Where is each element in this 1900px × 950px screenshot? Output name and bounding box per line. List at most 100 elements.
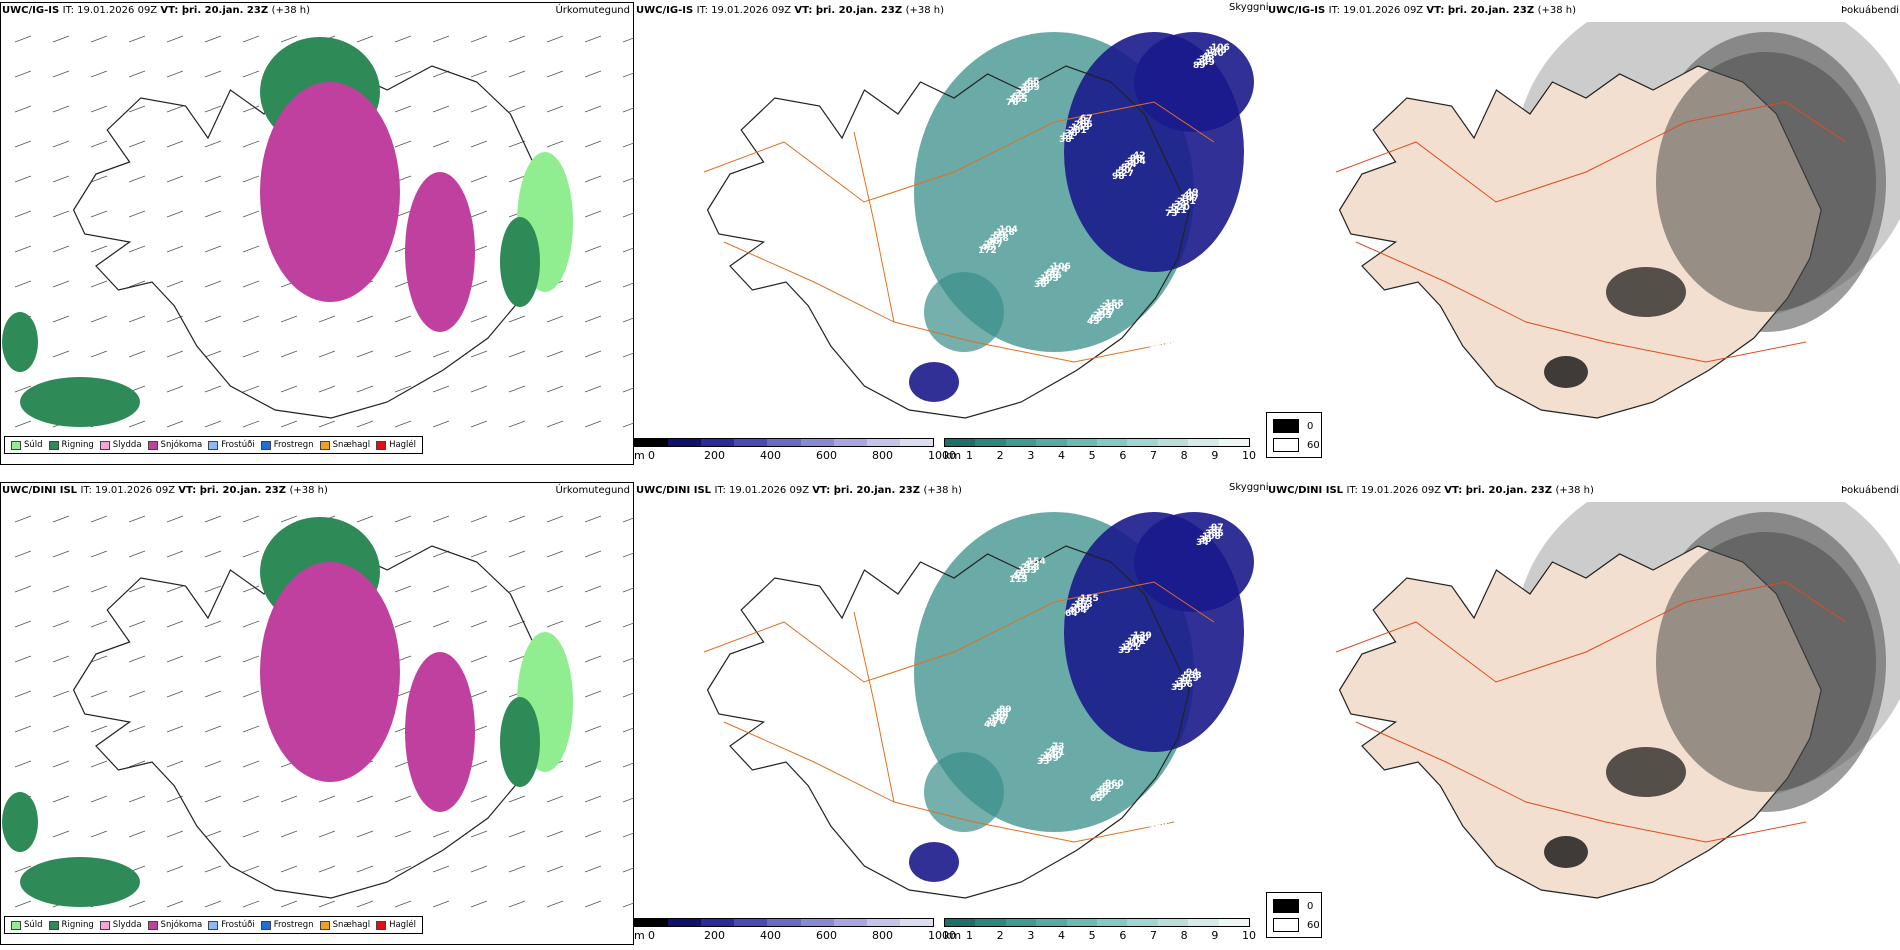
colorbar-cell — [1005, 919, 1037, 926]
fog-index-legend: 0 60 — [1266, 892, 1322, 938]
legend-label: Slydda — [112, 920, 142, 930]
colorbar-cell — [635, 439, 669, 446]
legend-swatch — [99, 440, 110, 450]
panel-header: UWC/IG-IS IT: 19.01.2026 09Z VT: þri. 20… — [2, 5, 634, 16]
wind-barb — [584, 620, 602, 628]
vt-value: þri. 20.jan. 23Z — [181, 5, 272, 16]
rain-area — [20, 857, 140, 907]
it-label: IT: — [714, 485, 730, 496]
wind-barb — [584, 35, 602, 43]
colorbar-cell — [800, 439, 834, 446]
wind-barb — [204, 245, 222, 253]
wind-barb — [14, 245, 32, 253]
wind-barb — [584, 315, 602, 323]
wind-barb — [394, 900, 412, 908]
visibility-value: 34 — [1124, 160, 1137, 170]
wind-barb — [584, 655, 602, 663]
forecast-row: UWC/DINI ISL IT: 19.01.2026 09Z VT: þri.… — [0, 480, 1900, 950]
wind-barb — [508, 900, 526, 908]
wind-barb — [546, 350, 564, 358]
wind-barb — [356, 795, 374, 803]
colorbar-cell — [767, 919, 801, 926]
fog-index-legend: 0 60 — [1266, 412, 1322, 458]
visibility-value: 391 — [1146, 828, 1165, 838]
colorbar-cell — [975, 919, 1006, 926]
vt-label: VT: — [160, 5, 182, 16]
visibility-value: 94 — [1186, 668, 1199, 678]
wind-barb — [508, 385, 526, 393]
visibility-value: 49 — [1093, 791, 1106, 801]
wind-barb — [204, 690, 222, 698]
wind-barb — [394, 620, 412, 628]
wind-barb — [622, 142, 634, 148]
panel-header: UWC/IG-IS IT: 19.01.2026 09Z VT: þri. 20… — [1268, 5, 1900, 16]
road — [853, 131, 895, 323]
wind-barb — [432, 620, 450, 628]
visibility-value: 61 — [1015, 569, 1028, 579]
visibility-tick: 9 — [1211, 929, 1219, 942]
visibility-value: 217 — [984, 240, 1003, 250]
visibility-value: 172 — [978, 246, 997, 256]
wind-barb — [90, 70, 108, 78]
panel-title: Þokuábendi — [1841, 485, 1900, 496]
wind-barb — [584, 420, 602, 428]
wind-barb — [242, 175, 260, 183]
wind-barb — [52, 350, 70, 358]
wind-barb — [90, 725, 108, 733]
visibility-value: 259 — [1071, 603, 1090, 613]
visibility-tick: 10 — [1242, 929, 1256, 942]
road — [1335, 101, 1847, 203]
visibility-value: 211 — [1168, 206, 1187, 216]
it-value: 19.01.2026 09Z — [1343, 5, 1427, 16]
colorbar-cell — [1218, 919, 1250, 926]
visibility-tick: 3 — [1027, 929, 1035, 942]
visibility-tick: 4 — [1058, 449, 1065, 462]
visibility-tick: 10 — [1242, 449, 1256, 462]
wind-barb — [242, 105, 260, 113]
elevation-tick: 1000 — [928, 449, 956, 462]
wind-barb — [52, 620, 70, 628]
wind-barb — [508, 35, 526, 43]
wind-barb — [508, 175, 526, 183]
legend-label: Rigning — [61, 440, 94, 450]
visibility-value: 107 — [1096, 308, 1115, 318]
visibility-value: 38 — [1059, 135, 1072, 145]
wind-barb — [90, 175, 108, 183]
elevation-tick: 600 — [816, 449, 837, 462]
wind-barb — [280, 350, 298, 358]
wind-barb — [280, 35, 298, 43]
wind-barb — [622, 282, 634, 288]
wind-barb — [394, 795, 412, 803]
low-visibility-teal — [924, 272, 1004, 352]
wind-barb — [432, 585, 450, 593]
wind-barb — [280, 385, 298, 393]
wind-barb — [166, 585, 184, 593]
vt-label: VT: — [1444, 485, 1466, 496]
visibility-map — [703, 512, 1254, 899]
vt-value: þri. 20.jan. 23Z — [833, 485, 924, 496]
visibility-tick: 5 — [1088, 449, 1096, 462]
visibility-tick: 7 — [1150, 449, 1157, 462]
panel-frame — [0, 2, 634, 465]
colorbar-cell — [1066, 439, 1098, 446]
wind-barb — [204, 550, 222, 558]
colorbar-cell — [701, 919, 735, 926]
legend-label: Frostregn — [273, 440, 314, 450]
wind-barb — [622, 762, 634, 768]
wind-barb — [584, 280, 602, 288]
legend-label: Súld — [24, 440, 43, 450]
wind-barb — [242, 35, 260, 43]
rain-area — [500, 697, 540, 787]
wind-barb — [128, 550, 146, 558]
visibility-panel: UWC/IG-IS IT: 19.01.2026 09Z VT: þri. 20… — [634, 0, 1322, 465]
visibility-tick: 6 — [1119, 449, 1127, 462]
visibility-value: 39 — [1199, 55, 1212, 65]
colorbar-cell — [1188, 439, 1219, 446]
road — [1355, 241, 1807, 363]
wind-barb — [242, 655, 260, 663]
wind-barb — [128, 140, 146, 148]
wind-barb — [242, 515, 260, 523]
legend-item: Frostregn — [260, 920, 314, 930]
legend-item: Snæhagl — [319, 920, 370, 930]
wind-barb — [128, 210, 146, 218]
